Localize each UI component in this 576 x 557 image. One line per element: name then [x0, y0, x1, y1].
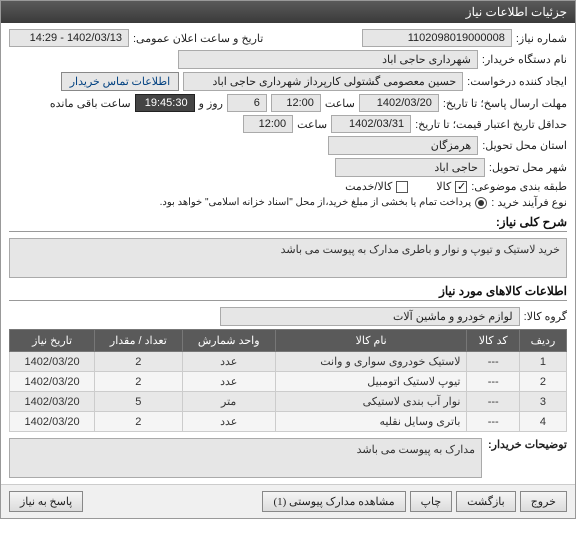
- back-button[interactable]: بازگشت: [456, 491, 516, 512]
- window-title: جزئیات اطلاعات نیاز: [466, 5, 567, 19]
- table-cell: 2: [95, 372, 182, 392]
- items-table: ردیف کد کالا نام کالا واحد شمارش تعداد /…: [9, 329, 567, 432]
- deliver-city-field: حاجی اباد: [335, 158, 485, 177]
- remain-days-field: 6: [227, 94, 267, 112]
- divider-2: [9, 300, 567, 301]
- summary-textarea: خرید لاستیک و تیوپ و نوار و باطری مدارک …: [9, 238, 567, 278]
- need-no-label: شماره نیاز:: [516, 32, 567, 45]
- min-credit-date-field: 1402/03/31: [331, 115, 411, 133]
- th-qty: تعداد / مقدار: [95, 330, 182, 352]
- table-header-row: ردیف کد کالا نام کالا واحد شمارش تعداد /…: [10, 330, 567, 352]
- table-cell: نوار آب بندی لاستیکی: [275, 392, 467, 412]
- buyer-org-label: نام دستگاه خریدار:: [482, 53, 567, 66]
- table-cell: 2: [519, 372, 566, 392]
- service-label: کالا/خدمت: [345, 180, 392, 193]
- table-cell: ---: [467, 372, 519, 392]
- purchase-note: پرداخت تمام یا بخشی از مبلغ خرید،از محل …: [160, 197, 472, 208]
- deadline-date-field: 1402/03/20: [359, 94, 439, 112]
- deliver-province-label: استان محل تحویل:: [482, 139, 567, 152]
- summary-header: شرح کلی نیاز:: [9, 215, 567, 229]
- subject-cls-label: طبقه بندی موضوعی:: [471, 180, 567, 193]
- table-cell: 1402/03/20: [10, 352, 95, 372]
- table-cell: 1: [519, 352, 566, 372]
- th-unit: واحد شمارش: [182, 330, 275, 352]
- th-code: کد کالا: [467, 330, 519, 352]
- deliver-city-label: شهر محل تحویل:: [489, 161, 567, 174]
- purchase-type-label: نوع فرآیند خرید :: [491, 196, 567, 209]
- attachments-button[interactable]: مشاهده مدارک پیوستی (1): [262, 491, 405, 512]
- saat-label-2: ساعت: [297, 118, 327, 131]
- announce-label: تاریخ و ساعت اعلان عمومی:: [133, 32, 263, 45]
- table-cell: لاستیک خودروی سواری و وانت: [275, 352, 467, 372]
- min-credit-label: حداقل تاریخ اعتبار قیمت؛ تا تاریخ:: [415, 118, 567, 131]
- window-titlebar: جزئیات اطلاعات نیاز: [1, 1, 575, 23]
- remain-suffix-label: ساعت باقی مانده: [50, 97, 131, 110]
- table-cell: 3: [519, 392, 566, 412]
- print-button[interactable]: چاپ: [410, 491, 453, 512]
- goods-checkbox[interactable]: [455, 181, 467, 193]
- table-cell: 1402/03/20: [10, 372, 95, 392]
- table-cell: عدد: [182, 372, 275, 392]
- table-cell: عدد: [182, 412, 275, 432]
- respond-button[interactable]: پاسخ به نیاز: [9, 491, 83, 512]
- contact-buyer-button[interactable]: اطلاعات تماس خریدار: [61, 72, 179, 91]
- requester-field: حسین معصومی گشتولی کارپرداز شهرداری حاجی…: [183, 72, 463, 91]
- group-label: گروه کالا:: [524, 310, 567, 323]
- deadline-time-field: 12:00: [271, 94, 321, 112]
- min-credit-time-field: 12:00: [243, 115, 293, 133]
- table-cell: 1402/03/20: [10, 392, 95, 412]
- requester-label: ایجاد کننده درخواست:: [467, 75, 567, 88]
- th-date: تاریخ نیاز: [10, 330, 95, 352]
- buyer-notes-text: مدارک به پیوست می باشد: [9, 438, 482, 478]
- service-checkbox[interactable]: [396, 181, 408, 193]
- buyer-org-field: شهرداری حاجی اباد: [178, 50, 478, 69]
- table-cell: 4: [519, 412, 566, 432]
- table-row[interactable]: 3---نوار آب بندی لاستیکیمتر51402/03/20: [10, 392, 567, 412]
- table-cell: باتری وسایل نقلیه: [275, 412, 467, 432]
- deadline-label: مهلت ارسال پاسخ؛ تا تاریخ:: [443, 97, 567, 110]
- table-cell: تیوپ لاستیک اتومبیل: [275, 372, 467, 392]
- rooz-label: روز و: [199, 97, 223, 110]
- buyer-notes-label: توضیحات خریدار:: [488, 438, 567, 451]
- purchase-type-radio[interactable]: [475, 197, 487, 209]
- deliver-province-field: هرمزگان: [328, 136, 478, 155]
- table-cell: 1402/03/20: [10, 412, 95, 432]
- exit-button[interactable]: خروج: [520, 491, 567, 512]
- th-row: ردیف: [519, 330, 566, 352]
- table-cell: 2: [95, 352, 182, 372]
- table-cell: 2: [95, 412, 182, 432]
- footer-bar: خروج بازگشت چاپ مشاهده مدارک پیوستی (1) …: [1, 484, 575, 518]
- form-area: شماره نیاز: 1102098019000008 تاریخ و ساع…: [1, 23, 575, 484]
- items-header: اطلاعات کالاهای مورد نیاز: [9, 284, 567, 298]
- table-row[interactable]: 4---باتری وسایل نقلیهعدد21402/03/20: [10, 412, 567, 432]
- details-window: جزئیات اطلاعات نیاز شماره نیاز: 11020980…: [0, 0, 576, 519]
- saat-label-1: ساعت: [325, 97, 355, 110]
- th-name: نام کالا: [275, 330, 467, 352]
- table-cell: متر: [182, 392, 275, 412]
- table-cell: ---: [467, 412, 519, 432]
- table-cell: 5: [95, 392, 182, 412]
- table-row[interactable]: 2---تیوپ لاستیک اتومبیلعدد21402/03/20: [10, 372, 567, 392]
- table-row[interactable]: 1---لاستیک خودروی سواری و وانتعدد21402/0…: [10, 352, 567, 372]
- need-no-field: 1102098019000008: [362, 29, 512, 47]
- remain-time-field: 19:45:30: [135, 94, 195, 112]
- divider-1: [9, 231, 567, 232]
- announce-field: 1402/03/13 - 14:29: [9, 29, 129, 47]
- table-cell: عدد: [182, 352, 275, 372]
- goods-label: کالا: [436, 180, 451, 193]
- group-field: لوازم خودرو و ماشین آلات: [220, 307, 520, 326]
- table-cell: ---: [467, 392, 519, 412]
- table-cell: ---: [467, 352, 519, 372]
